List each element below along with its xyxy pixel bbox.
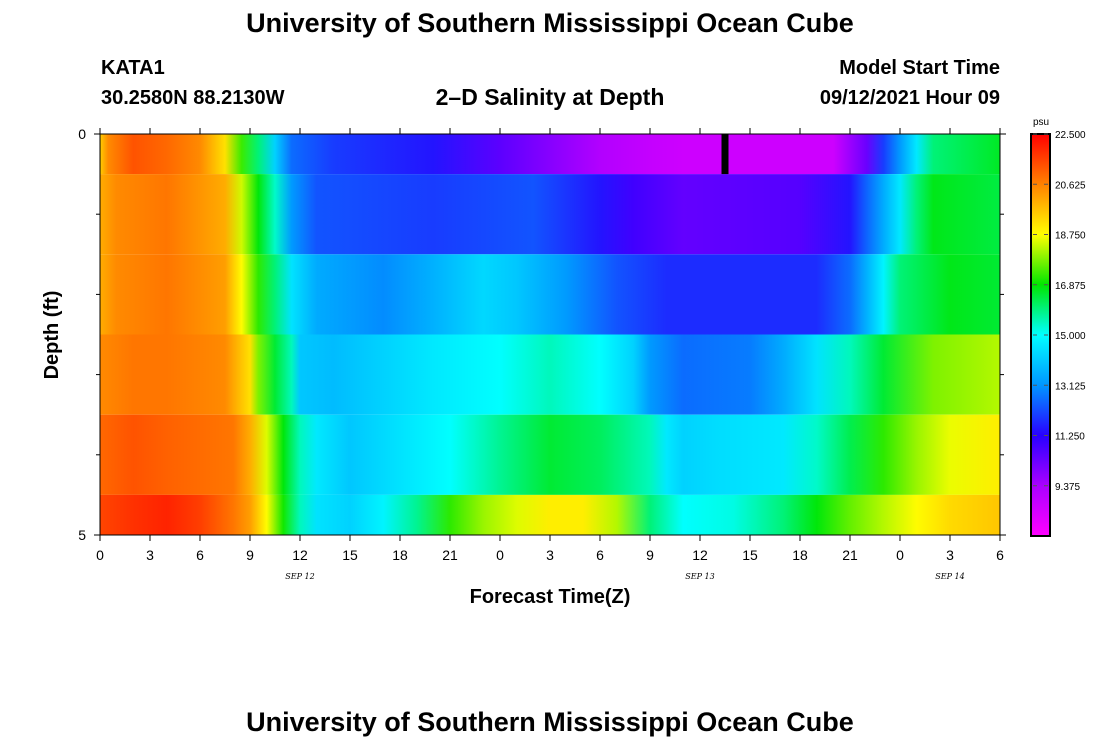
colorbar-label: 22.500 [1055, 130, 1086, 141]
x-tick-label: 21 [442, 547, 458, 563]
colorbar-label: 9.375 [1055, 482, 1080, 493]
x-tick-label: 18 [792, 547, 808, 563]
x-tick-label: 9 [646, 547, 654, 563]
x-tick-label: 6 [596, 547, 604, 563]
colorbar: 22.500 20.625 18.750 16.875 15.000 13.125 11.2… [1030, 130, 1086, 537]
x-tick-label: 0 [96, 547, 104, 563]
x-tick-label: 3 [546, 547, 554, 563]
depth-layer-5 [100, 494, 1000, 535]
x-tick-label: 0 [496, 547, 504, 563]
x-tick-label: 15 [342, 547, 358, 563]
x-tick-label: 9 [246, 547, 254, 563]
heatmap-layers [100, 134, 1000, 535]
model-start-label: Model Start Time [839, 57, 1000, 79]
x-tick-label: 3 [946, 547, 954, 563]
y-axis-label: Depth (ft) [41, 291, 63, 380]
station-coordinates: 30.2580N 88.2130W [101, 87, 285, 109]
colorbar-label: 18.750 [1055, 231, 1086, 242]
y-tick-label: 5 [78, 527, 86, 543]
colorbar-label: 13.125 [1055, 381, 1086, 392]
x-tick-label: 0 [896, 547, 904, 563]
top-title: University of Southern Mississippi Ocean… [246, 8, 854, 38]
current-time-marker [721, 134, 729, 175]
x-tick-label: 18 [392, 547, 408, 563]
x-date-label: SEP 12 [285, 572, 314, 581]
current-time-marker-layer [721, 134, 729, 175]
colorbar-label: 20.625 [1055, 180, 1086, 191]
model-start-value: 09/12/2021 Hour 09 [819, 87, 1000, 109]
x-date-label: SEP 13 [685, 572, 714, 581]
x-tick-label: 6 [196, 547, 204, 563]
x-tick-label: 12 [292, 547, 308, 563]
colorbar-label: 15.000 [1055, 331, 1086, 342]
bottom-title: University of Southern Mississippi Ocean… [246, 707, 854, 737]
x-axis-label: Forecast Time(Z) [470, 586, 631, 608]
chart-axes: 0 3 6 9 12 15 18 21 0 3 6 9 12 15 18 21 0 3 6 SEP 12 SEP 13 S… [78, 126, 1006, 581]
depth-layer-4 [100, 414, 1000, 495]
colorbar-label: 16.875 [1055, 281, 1086, 292]
station-id: KATA1 [101, 57, 165, 79]
depth-layer-2 [100, 254, 1000, 335]
x-tick-label: 6 [996, 547, 1004, 563]
x-date-label: SEP 14 [935, 572, 964, 581]
colorbar-unit-label: psu [1033, 117, 1049, 128]
colorbar-label: 11.250 [1055, 432, 1085, 443]
depth-layer-1 [100, 174, 1000, 255]
chart-subtitle: 2–D Salinity at Depth [435, 84, 665, 110]
y-tick-label: 0 [78, 126, 86, 142]
depth-layer-3 [100, 334, 1000, 415]
x-tick-label: 21 [842, 547, 858, 563]
x-tick-label: 15 [742, 547, 758, 563]
x-tick-label: 3 [146, 547, 154, 563]
x-tick-label: 12 [692, 547, 708, 563]
depth-layer-0 [100, 134, 1000, 175]
